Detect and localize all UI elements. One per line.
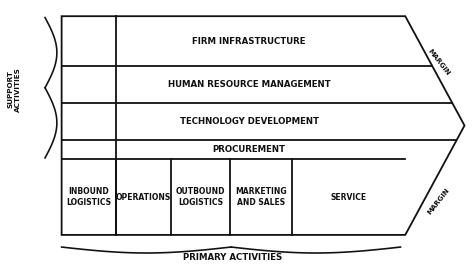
Text: FIRM INFRASTRUCTURE: FIRM INFRASTRUCTURE [192, 37, 306, 46]
Text: OPERATIONS: OPERATIONS [116, 193, 171, 202]
Text: MARGIN: MARGIN [426, 187, 451, 215]
Text: MARKETING
AND SALES: MARKETING AND SALES [235, 187, 286, 207]
Text: INBOUND
LOGISTICS: INBOUND LOGISTICS [66, 187, 111, 207]
Text: OUTBOUND
LOGISTICS: OUTBOUND LOGISTICS [175, 187, 225, 207]
Text: HUMAN RESOURCE MANAGEMENT: HUMAN RESOURCE MANAGEMENT [168, 80, 330, 89]
Text: PRIMARY ACTIVITIES: PRIMARY ACTIVITIES [182, 253, 282, 262]
Text: PROCUREMENT: PROCUREMENT [213, 145, 286, 154]
Text: TECHNOLOGY DEVELOPMENT: TECHNOLOGY DEVELOPMENT [180, 117, 319, 126]
Text: SERVICE: SERVICE [330, 193, 366, 202]
Text: SUPPORT
ACTIVITIES: SUPPORT ACTIVITIES [8, 67, 21, 112]
Text: MARGIN: MARGIN [426, 48, 451, 76]
Polygon shape [62, 16, 465, 235]
